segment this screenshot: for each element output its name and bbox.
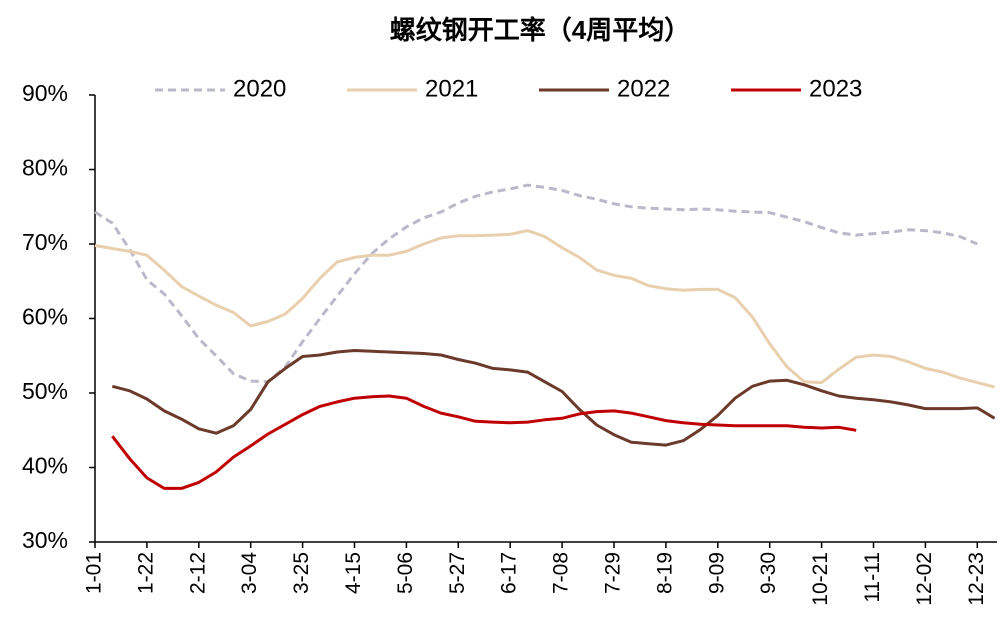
y-tick-label: 30% [22,527,68,553]
x-tick-label: 3-25 [290,552,313,594]
x-tick-label: 2-12 [186,552,209,594]
y-tick-label: 60% [22,304,68,330]
x-tick-label: 9-30 [757,552,780,594]
legend-label: 2023 [809,75,862,102]
x-tick-label: 7-29 [602,552,625,594]
legend-label: 2020 [233,75,286,102]
x-tick-label: 5-27 [446,552,469,594]
x-tick-label: 10-21 [809,552,832,606]
series-line [111,349,996,447]
legend-label: 2021 [425,75,478,102]
x-tick-label: 3-04 [238,552,261,594]
legend-label: 2022 [617,75,670,102]
y-tick-label: 80% [22,155,68,181]
y-tick-label: 90% [22,80,68,106]
chart-title: 螺纹钢开工率（4周平均） [390,15,690,45]
x-tick-label: 1-22 [134,552,157,594]
x-tick-label: 12-02 [913,552,936,606]
x-tick-label: 7-08 [550,552,573,594]
series-line [94,183,978,384]
x-tick-label: 5-06 [394,552,417,594]
series-line [111,394,857,490]
series-line [94,229,995,389]
y-tick-label: 50% [22,378,68,404]
x-tick-label: 4-15 [342,552,365,594]
x-tick-label: 6-17 [498,552,521,594]
x-tick-label: 8-19 [653,552,676,594]
x-tick-label: 11-11 [861,552,884,603]
y-tick-label: 70% [22,229,68,255]
x-tick-label: 1-01 [83,552,106,594]
x-tick-label: 12-23 [965,552,988,606]
x-tick-label: 9-09 [705,552,728,594]
y-tick-label: 40% [22,453,68,479]
